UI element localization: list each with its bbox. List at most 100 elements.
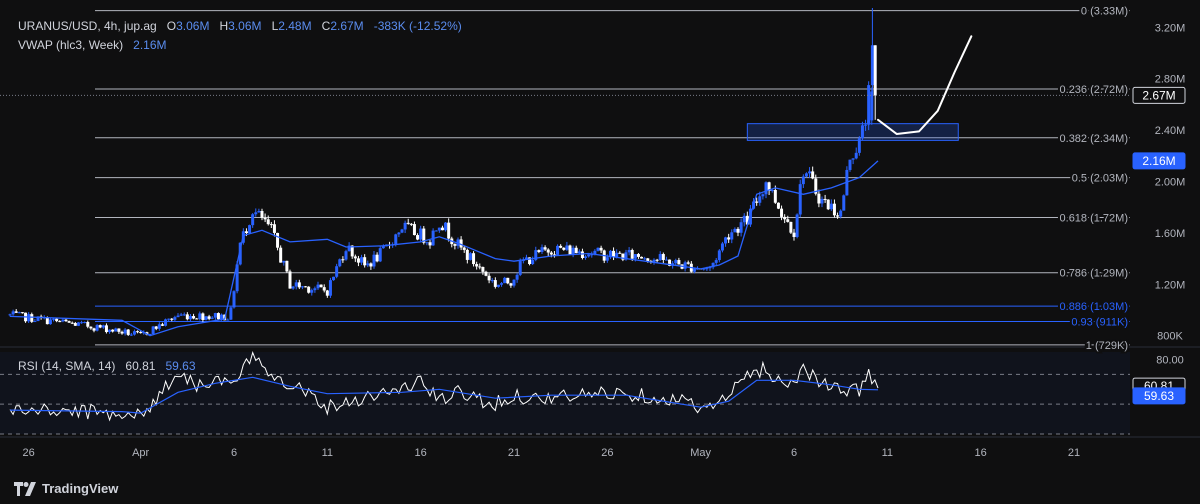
candle-body [857, 138, 861, 153]
candle-body [556, 245, 560, 255]
candle-body [257, 211, 261, 213]
candle-body [636, 254, 640, 257]
candle-body [664, 259, 668, 261]
candle-body [552, 254, 556, 256]
candle-body [350, 245, 354, 257]
open-value: 3.06M [176, 19, 210, 33]
candle-body [683, 262, 687, 269]
candle-body [465, 249, 469, 260]
candle-body [307, 286, 311, 293]
candle-body [836, 215, 840, 217]
time-tick: 6 [791, 447, 797, 459]
symbol-label[interactable]: URANUS/USD, 4h, jup.ag [18, 19, 157, 33]
candle-body [543, 247, 547, 250]
candle-body [406, 222, 410, 224]
candle-body [596, 247, 600, 251]
candle-body [397, 232, 401, 235]
candle-body [873, 45, 877, 96]
candle-body [27, 314, 31, 322]
candle-body [534, 250, 538, 260]
candle-body [409, 223, 413, 225]
candle-body [363, 257, 367, 266]
candle-body [220, 314, 224, 320]
candle-body [434, 230, 438, 232]
candle-body [157, 324, 161, 329]
candle-body [207, 316, 211, 319]
rsi-legend[interactable]: RSI (14, SMA, 14) 60.81 59.63 [18, 359, 196, 373]
rsi-tick: 80.00 [1156, 354, 1184, 366]
candle-body [773, 190, 777, 203]
candle-body [658, 254, 662, 261]
candle-body [266, 219, 270, 225]
rsi-line [9, 351, 879, 422]
candle-body [739, 222, 743, 233]
candle-body [811, 171, 815, 179]
candle-body [605, 257, 609, 261]
rsi-label: RSI (14, SMA, 14) [18, 359, 116, 373]
candle-body [64, 319, 68, 322]
candle-body [475, 264, 479, 267]
candle-body [612, 250, 616, 258]
candle-body [229, 307, 233, 320]
candle-body [776, 202, 780, 209]
price-tick: 1.20M [1155, 279, 1186, 291]
candle-body [484, 271, 488, 276]
candle-body [14, 311, 18, 313]
fib-label-0.618: 0.618 (1.72M) [1060, 212, 1128, 224]
candle-body [95, 325, 99, 331]
candle-body [123, 329, 127, 334]
change-value: -383K (-12.52%) [373, 19, 462, 33]
candle-body [412, 224, 416, 236]
candle-body [655, 259, 659, 261]
fib-label-0.93: 0.93 (911K) [1071, 316, 1128, 328]
candle-body [195, 318, 199, 320]
candle-body [512, 279, 516, 286]
candle-body [58, 321, 62, 323]
candle-body [503, 277, 507, 284]
candle-body [618, 252, 622, 254]
candle-body [780, 208, 784, 217]
candle-body [11, 311, 15, 315]
candle-body [804, 173, 808, 177]
candle-body [643, 258, 647, 260]
time-tick: 11 [882, 447, 893, 459]
candle-body [52, 318, 56, 320]
candle-body [487, 275, 491, 281]
candle-body [297, 282, 301, 288]
candle-body [761, 194, 765, 197]
candle-body [344, 251, 348, 260]
candle-body [279, 247, 283, 263]
candle-body [403, 222, 407, 230]
footer: TradingView [0, 472, 1200, 504]
candle-body [182, 314, 186, 316]
candle-body [319, 284, 323, 288]
candle-body [213, 313, 217, 318]
candle-body [244, 231, 248, 234]
candle-body [328, 280, 332, 296]
candle-body [291, 286, 295, 289]
candle-body [160, 324, 164, 326]
candle-body [444, 222, 448, 231]
low-label: L [271, 19, 279, 33]
vwap-legend[interactable]: VWAP (hlc3, Week) 2.16M [18, 38, 167, 52]
ohlc-legend: URANUS/USD, 4h, jup.ag O3.06M H3.06M L2.… [18, 19, 462, 33]
chart-canvas[interactable]: 0 (3.33M) 0.236 (2.72M) 0.382 (2.34M) 0.5 (… [0, 0, 1200, 472]
candle-body [151, 326, 155, 334]
candle-body [338, 259, 342, 267]
time-tick: May [690, 447, 711, 459]
candle-body [33, 321, 37, 323]
annotation-box [746, 123, 959, 141]
candle-body [204, 316, 208, 320]
candle-body [36, 316, 40, 322]
candle-body [730, 232, 734, 240]
candle-body [313, 288, 317, 291]
candle-body [179, 314, 183, 316]
candle-body [356, 258, 360, 263]
vwap-price-badge [1132, 152, 1186, 170]
candle-body [8, 314, 12, 316]
tradingview-logo[interactable]: TradingView [14, 481, 118, 496]
candle-body [114, 328, 118, 332]
candle-body [786, 219, 790, 222]
last-price-badge-label: 2.67M [1142, 88, 1175, 102]
